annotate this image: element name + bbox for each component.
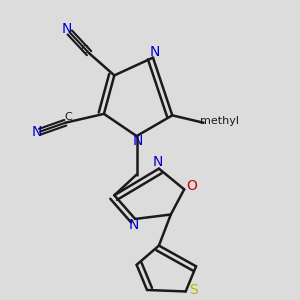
Text: O: O [186,179,197,194]
Text: C: C [81,45,88,55]
Text: N: N [133,134,143,148]
Text: methyl: methyl [200,116,239,126]
Text: N: N [31,124,42,139]
Text: C: C [64,112,72,122]
Text: N: N [61,22,72,36]
Text: S: S [190,283,198,297]
Text: N: N [149,45,160,59]
Text: N: N [152,155,163,169]
Text: N: N [128,218,139,233]
